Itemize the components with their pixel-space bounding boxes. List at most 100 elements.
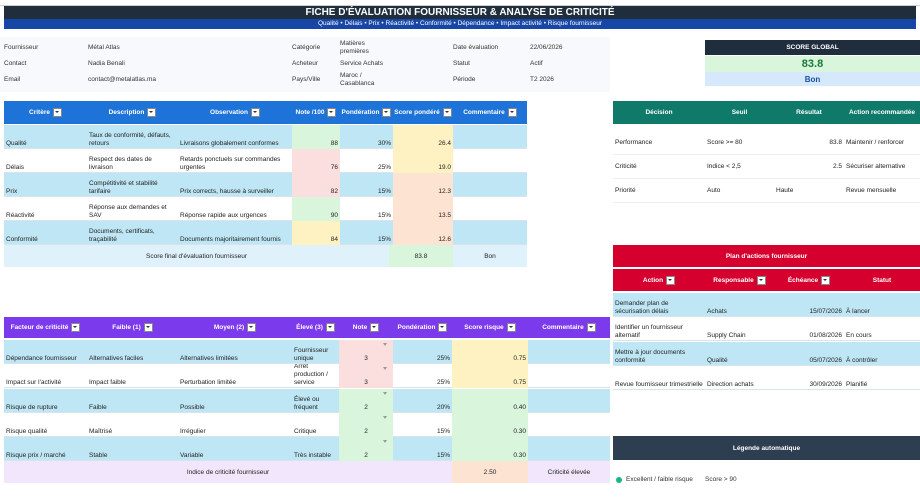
plan-responsable[interactable]: Qualité: [707, 357, 728, 364]
filter-dropdown-icon[interactable]: [821, 275, 831, 285]
filter-dropdown-icon[interactable]: [586, 323, 596, 332]
chevron-down-icon: [383, 343, 387, 346]
eval-commentaire[interactable]: [453, 173, 527, 197]
eval-commentaire[interactable]: [453, 197, 527, 221]
eval-header-4: Pondération: [340, 101, 393, 124]
risk-header-label: Élevé (3): [296, 324, 323, 331]
filter-dropdown-icon[interactable]: [370, 323, 380, 332]
eval-observation[interactable]: Livraisons globalement conformes: [180, 140, 279, 147]
risk-moyen: Alternatives limitées: [180, 355, 238, 362]
risk-index-label: Indice de criticité fournisseur: [186, 468, 270, 476]
filter-dropdown-icon[interactable]: [327, 108, 337, 117]
contact-value[interactable]: Nadia Benali: [88, 60, 125, 67]
plan-action[interactable]: Demander plan de sécurisation délais: [615, 300, 669, 315]
eval-note[interactable]: 76: [292, 149, 340, 173]
categorie-value[interactable]: Matières premières: [340, 40, 369, 55]
risk-index-value: 2.50: [452, 461, 528, 483]
score-global-value: 83.8: [705, 56, 920, 72]
pays-value[interactable]: Maroc / Casablanca: [340, 72, 375, 87]
plan-header-0: Action: [613, 269, 705, 291]
legend-title: Légende automatique: [613, 436, 920, 460]
eval-observation[interactable]: Réponse rapide aux urgences: [180, 212, 267, 219]
score-global-header: SCORE GLOBAL: [705, 40, 920, 55]
risk-commentaire[interactable]: [528, 364, 610, 388]
plan-echeance[interactable]: 30/09/2026: [809, 381, 842, 388]
eval-note[interactable]: 84: [292, 221, 340, 245]
filter-dropdown-icon[interactable]: [71, 323, 81, 332]
decision-header-label: Action recommandée: [848, 109, 916, 116]
plan-action[interactable]: Identifier un fournisseur alternatif: [615, 324, 683, 339]
risk-moyen: Possible: [180, 404, 205, 411]
decision-seuil: Auto: [707, 186, 721, 194]
plan-responsable[interactable]: Supply Chain: [707, 332, 746, 339]
decision-header-label: Résultat: [796, 109, 822, 116]
eval-note[interactable]: 82: [292, 173, 340, 197]
eval-header-label: Observation: [210, 109, 248, 116]
risk-commentaire[interactable]: [528, 413, 610, 437]
risk-ponderation: 15%: [436, 428, 450, 435]
plan-echeance[interactable]: 01/08/2026: [809, 332, 842, 339]
eval-header-3: Note /100: [292, 101, 340, 124]
chevron-down-icon: [383, 416, 387, 419]
eval-commentaire[interactable]: [453, 221, 527, 245]
filter-dropdown-icon[interactable]: [52, 108, 62, 117]
filter-dropdown-icon[interactable]: [507, 108, 517, 117]
eval-table-header: [4, 101, 527, 124]
eval-observation[interactable]: Retards ponctuels sur commandes urgentes: [180, 156, 281, 171]
acheteur-label: Acheteur: [292, 60, 319, 67]
plan-header-label: Statut: [872, 276, 892, 284]
eval-commentaire[interactable]: [453, 149, 527, 173]
eval-score: 13.5: [393, 197, 453, 221]
plan-responsable[interactable]: Direction achats: [707, 381, 754, 388]
filter-dropdown-icon[interactable]: [247, 323, 257, 332]
table-row: [613, 179, 920, 203]
eval-critere: Prix: [6, 188, 18, 195]
fournisseur-value[interactable]: Métal Atlas: [88, 44, 120, 51]
periode-value[interactable]: T2 2026: [530, 76, 554, 83]
filter-dropdown-icon[interactable]: [250, 108, 260, 117]
filter-dropdown-icon[interactable]: [382, 108, 392, 117]
risk-commentaire[interactable]: [528, 437, 610, 461]
risk-index-rating: Criticité élevée: [547, 468, 591, 476]
email-label: Email: [4, 76, 21, 83]
risk-header-1: Faible (1): [87, 317, 178, 338]
eval-note[interactable]: 88: [292, 125, 340, 149]
plan-echeance[interactable]: 05/07/2026: [809, 357, 842, 364]
risk-commentaire[interactable]: [528, 389, 610, 413]
decision-seuil: Indice < 2,5: [707, 162, 741, 170]
filter-dropdown-icon[interactable]: [438, 323, 448, 332]
plan-statut[interactable]: En cours: [846, 332, 872, 339]
filter-dropdown-icon[interactable]: [506, 323, 516, 332]
statut-value[interactable]: Actif: [530, 60, 543, 67]
filter-dropdown-icon[interactable]: [666, 275, 676, 285]
plan-statut[interactable]: À lancer: [846, 308, 870, 315]
plan-action[interactable]: Revue fournisseur trimestrielle: [615, 381, 703, 388]
plan-responsable[interactable]: Achats: [707, 308, 727, 315]
eval-observation[interactable]: Documents majoritairement fournis: [180, 236, 281, 243]
plan-echeance[interactable]: 15/07/2026: [809, 308, 842, 315]
eval-observation[interactable]: Prix corrects, hausse à surveiller: [180, 188, 274, 195]
risk-header-5: Pondération: [393, 317, 452, 338]
filter-dropdown-icon[interactable]: [442, 108, 452, 117]
acheteur-value[interactable]: Service Achats: [340, 60, 383, 67]
decision-header-2: Résultat: [774, 101, 844, 124]
email-value[interactable]: contact@metalatlas.ma: [88, 76, 157, 83]
eval-ponderation: 15%: [377, 188, 391, 195]
plan-statut[interactable]: Planifié: [846, 381, 868, 388]
plan-action[interactable]: Mettre à jour documents conformité: [615, 349, 686, 364]
risk-eleve: Critique: [294, 428, 317, 435]
filter-dropdown-icon[interactable]: [325, 323, 335, 332]
filter-dropdown-icon[interactable]: [143, 323, 153, 332]
eval-description: Respect des dates de livraison: [89, 156, 152, 171]
risk-commentaire[interactable]: [528, 340, 610, 364]
final-score-rating: Bon: [484, 252, 496, 260]
risk-eleve: Arrêt production / service: [294, 364, 328, 386]
filter-dropdown-icon[interactable]: [756, 275, 766, 285]
risk-faible: Faible: [89, 404, 107, 411]
plan-statut[interactable]: À contrôler: [846, 357, 878, 364]
filter-dropdown-icon[interactable]: [147, 108, 157, 117]
date-value[interactable]: 22/06/2026: [530, 44, 563, 51]
eval-note[interactable]: 90: [292, 197, 340, 221]
eval-commentaire[interactable]: [453, 125, 527, 149]
risk-header-2: Moyen (2): [178, 317, 292, 338]
